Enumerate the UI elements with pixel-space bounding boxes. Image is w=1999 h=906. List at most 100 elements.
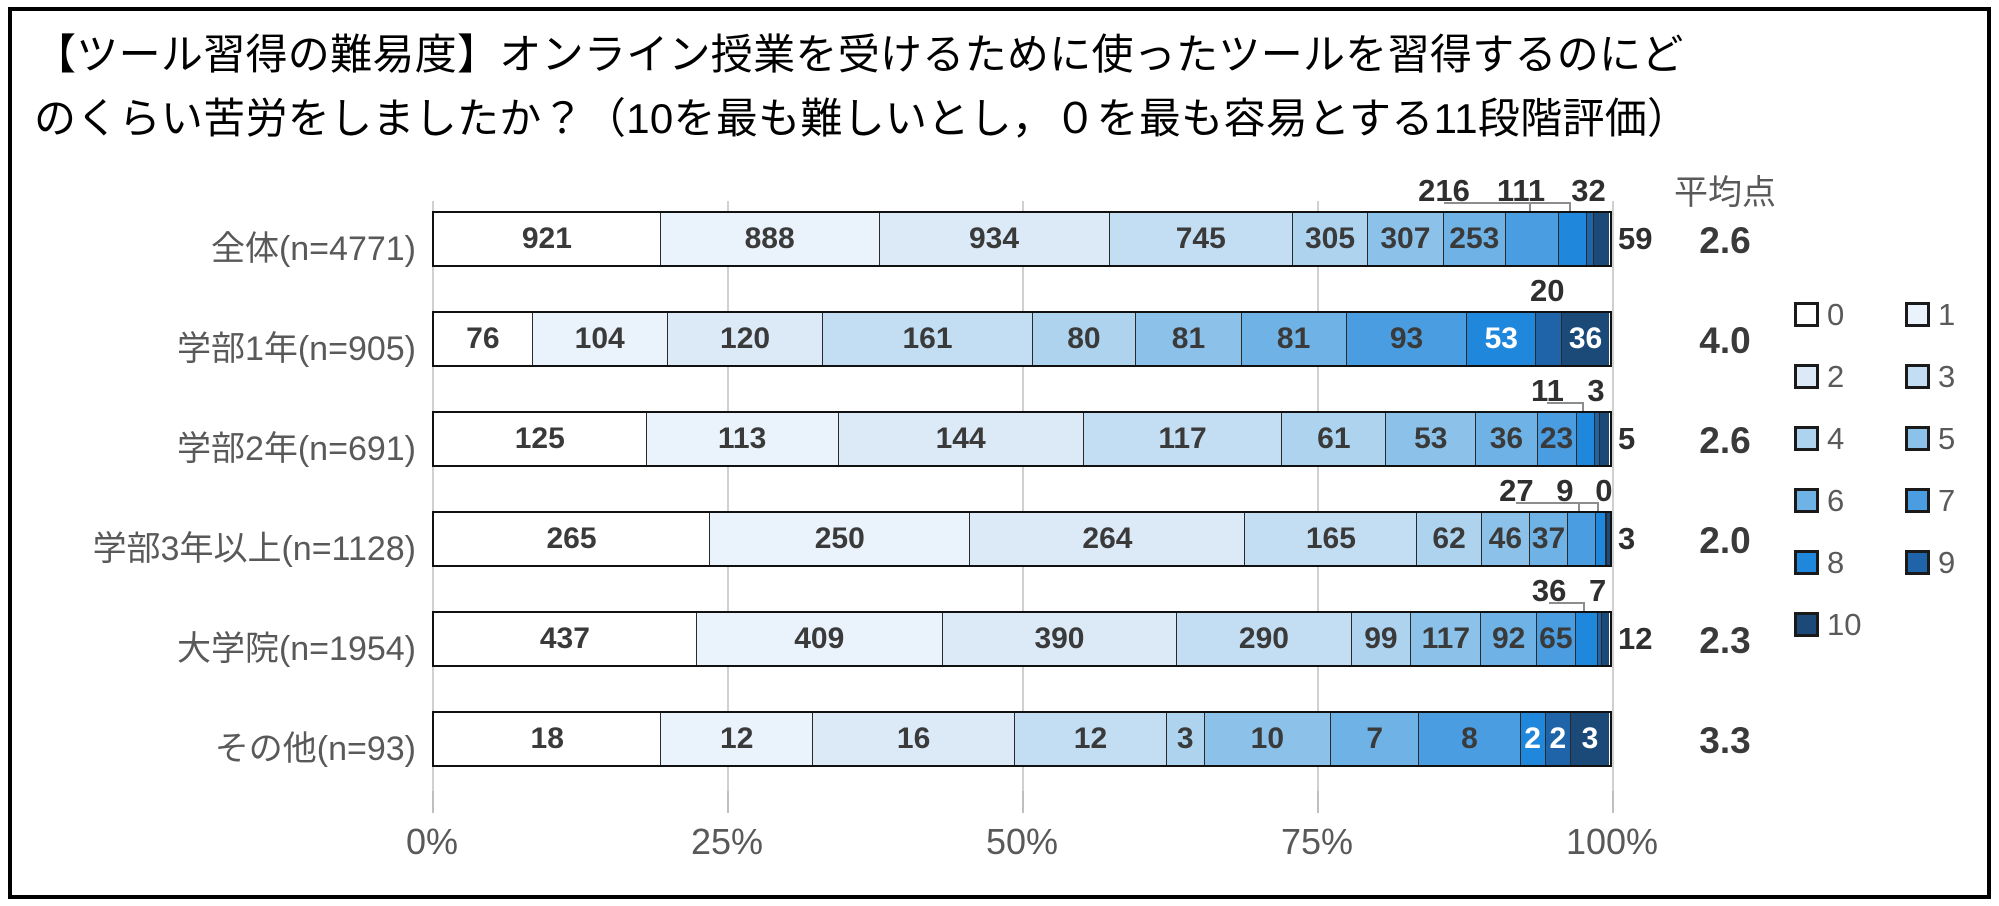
bar-segment: 46 [1481,513,1530,565]
legend-item-9[interactable]: 9 [1905,547,1999,578]
legend-swatch-icon [1794,426,1819,451]
legend-label: 1 [1938,297,1956,332]
legend-label: 7 [1938,483,1956,518]
chart-row: 4374093902909911792653671212736 [432,573,1652,667]
bar-segment: 9 [1596,513,1606,565]
bar-segment: 307 [1368,213,1444,265]
legend-item-7[interactable]: 7 [1905,485,1999,516]
bar-segment: 12 [1601,613,1609,665]
legend-label: 3 [1938,359,1956,394]
segment-value-label-outside: 12 [1618,621,1653,656]
category-label: 学部2年(n=691) [176,430,416,468]
legend-swatch-icon [1905,302,1930,327]
segment-value-label: 307 [1380,222,1431,255]
bar-segment: 53 [1467,313,1537,365]
bar-segment: 3 [1166,713,1205,765]
x-axis-tick-label: 50% [985,821,1059,862]
mean-score-value: 4.0 [1699,320,1751,361]
legend-swatch-icon [1905,488,1930,513]
segment-value-label: 117 [1421,622,1471,655]
mean-score-header: 平均点 [1674,174,1776,212]
stacked-bar: 125113144117615336231135 [432,411,1612,467]
segment-callout-label: 20 [1530,273,1565,308]
legend-item-8[interactable]: 8 [1794,547,1893,578]
segment-value-label: 265 [546,522,597,555]
bar-segment: 65 [1536,613,1576,665]
segment-value-label: 37 [1531,522,1566,555]
bar-segment: 36 [1476,413,1538,465]
bar-segment: 12 [1015,713,1167,765]
chart-legend: 0 1 2 3 4 5 6 7 8 9 10 [1794,299,1999,640]
bar-segment: 5 [1600,413,1609,465]
segment-value-label: 93 [1389,322,1424,355]
legend-label: 5 [1938,421,1956,456]
legend-swatch-icon [1794,364,1819,389]
segment-value-label: 99 [1364,622,1398,655]
plot-area: 9218889347453053072532161113259593211121… [432,173,1652,791]
segment-callout-label: 3 [1587,373,1605,408]
gridline [1022,201,1024,791]
bar-segment: 113 [646,413,839,465]
bar-segment: 12 [661,713,814,765]
legend-item-6[interactable]: 6 [1794,485,1893,516]
gridline [432,201,434,791]
category-axis-labels: 全体(n=4771) 学部1年(n=905) 学部2年(n=691) 学部3年以上(n… [12,201,416,791]
segment-value-label-outside: 59 [1618,221,1653,256]
legend-item-2[interactable]: 2 [1794,361,1893,392]
chart-row: 1251131441176153362311355311 [432,373,1635,467]
chart-row: 9218889347453053072532161113259593211121… [432,173,1652,267]
x-axis-tick [1317,791,1319,813]
segment-value-label: 81 [1171,322,1206,355]
bar-segment: 144 [838,413,1084,465]
segment-value-label: 12 [1073,722,1108,755]
callout-leader-line [1549,602,1585,611]
category-label: その他(n=93) [214,730,416,768]
gridline [727,201,729,791]
bar-segment: 921 [434,213,661,265]
bar-segment: 888 [660,213,880,265]
segment-value-label: 3 [1581,722,1599,755]
bar-segment: 61 [1282,413,1387,465]
segment-callout-label: 7 [1589,573,1607,608]
bar-segment: 20 [1536,313,1563,365]
segment-value-label: 3 [1176,722,1194,755]
segment-value-label: 117 [1158,422,1207,455]
segment-value-label: 36 [1489,422,1524,455]
legend-item-1[interactable]: 1 [1905,299,1999,330]
category-label: 全体(n=4771) [210,230,416,268]
segment-value-label: 113 [717,422,767,455]
segment-value-label: 745 [1175,222,1226,255]
legend-label: 2 [1827,359,1845,394]
legend-swatch-icon [1905,364,1930,389]
segment-value-label: 921 [521,222,572,255]
bar-segment: 409 [696,613,943,665]
chart-frame: 【ツール習得の難易度】オンライン授業を受けるために使ったツールを習得するのにど … [8,7,1991,899]
category-label: 大学院(n=1954) [176,630,416,668]
bar-segment: 7 [1331,713,1420,765]
bar-segment: 111 [1559,213,1587,265]
segment-value-label: 53 [1484,322,1518,355]
segment-value-label: 16 [896,722,931,755]
legend-item-3[interactable]: 3 [1905,361,1999,392]
mean-score-value: 2.6 [1699,420,1751,461]
stacked-bar: 265 250 264 165 62 463727903 [432,511,1612,567]
bar-segment: 250 [710,513,971,565]
chart-row: 18 12 16 12 3 10 7 8 2 2 3 [432,711,1612,767]
bar-segment: 76 [434,313,533,365]
bar-segment: 2 [1520,713,1546,765]
segment-callout-label: 32 [1571,173,1606,208]
legend-item-5[interactable]: 5 [1905,423,1999,454]
category-label: 学部3年以上(n=1128) [92,530,416,568]
gridline [1317,201,1319,791]
bar-segment: 120 [667,313,824,365]
legend-item-10[interactable]: 10 [1794,609,1893,640]
bar-segment: 165 [1245,513,1418,565]
bar-segment: 7 [1597,613,1602,665]
legend-item-0[interactable]: 0 [1794,299,1893,330]
stacked-bar: 18 12 16 12 3 10 7 8 2 2 3 [432,711,1612,767]
legend-item-4[interactable]: 4 [1794,423,1893,454]
chart-row: 2652502641656246372790330927 [432,473,1635,567]
segment-value-label: 23 [1539,422,1574,455]
segment-value-label: 12 [720,722,754,755]
